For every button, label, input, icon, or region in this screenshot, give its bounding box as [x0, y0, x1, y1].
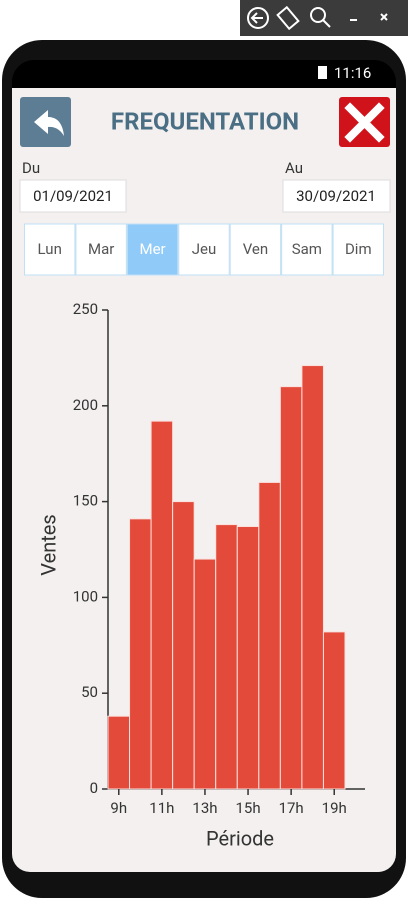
bar	[301, 365, 324, 790]
status-time: 11:16	[334, 64, 371, 82]
date-from-input[interactable]	[19, 179, 127, 213]
day-button[interactable]	[332, 223, 385, 276]
date-to-label: Au	[285, 159, 303, 177]
zoom-icon[interactable]	[310, 7, 326, 23]
bar	[236, 526, 260, 790]
date-to-input[interactable]	[282, 179, 391, 213]
x-tick-label: 13h	[192, 799, 217, 817]
day-label: Ven	[243, 240, 268, 258]
bar	[279, 386, 303, 790]
x-tick-label: 19h	[322, 799, 347, 817]
y-tick-label: 200	[73, 396, 98, 414]
y-axis-title: Ventes	[36, 514, 60, 575]
day-label: Lun	[38, 240, 62, 258]
day-button[interactable]	[75, 223, 127, 276]
date-to-value: 30/09/2021	[296, 187, 376, 205]
day-button[interactable]	[229, 223, 282, 276]
day-button[interactable]	[126, 223, 179, 276]
day-button[interactable]	[24, 223, 76, 276]
page-title: FREQUENTATION	[111, 107, 299, 135]
day-label: Dim	[345, 240, 372, 258]
zoom-handle	[322, 19, 331, 28]
battery-icon	[318, 66, 327, 79]
bar	[172, 501, 195, 790]
x-tick-label: 11h	[149, 799, 174, 817]
bar	[258, 481, 281, 790]
bar	[150, 420, 174, 790]
day-label: Jeu	[192, 240, 217, 258]
y-tick-label: 150	[73, 492, 98, 510]
date-from-label: Du	[22, 159, 40, 177]
x-tick-label: 9h	[110, 799, 127, 817]
day-label: Mer	[140, 240, 166, 258]
day-selector: Lun Mar Mer Jeu Ven Sam Dim	[24, 223, 385, 276]
rotate-icon[interactable]	[276, 5, 300, 31]
x-axis-title: Période	[206, 826, 274, 850]
day-button[interactable]	[281, 223, 333, 276]
day-button[interactable]	[178, 223, 230, 276]
back-button-icon	[34, 110, 64, 136]
back-icon[interactable]	[247, 7, 269, 29]
y-tick-label: 0	[90, 779, 98, 797]
toolbar-icons	[247, 5, 388, 31]
close-button-icon	[344, 102, 385, 143]
bar	[322, 631, 346, 790]
app-background-top	[12, 88, 396, 118]
day-label: Mar	[88, 240, 114, 258]
day-label: Sam	[292, 240, 322, 258]
bar	[107, 715, 131, 790]
back-arrow	[250, 12, 263, 24]
bar	[193, 558, 217, 790]
y-tick-label: 50	[81, 683, 98, 701]
x-tick-label: 15h	[235, 799, 260, 817]
bar	[129, 518, 152, 790]
y-tick-label: 100	[73, 587, 98, 605]
bar	[215, 524, 238, 790]
date-from-value: 01/09/2021	[33, 187, 113, 205]
x-tick-label: 17h	[279, 799, 304, 817]
close-icon[interactable]	[380, 13, 388, 21]
y-tick-label: 250	[73, 300, 98, 318]
chart: 0 50 100 150 200 250 9h 11h 13h 15h 17h 19h Période V…	[36, 300, 365, 850]
